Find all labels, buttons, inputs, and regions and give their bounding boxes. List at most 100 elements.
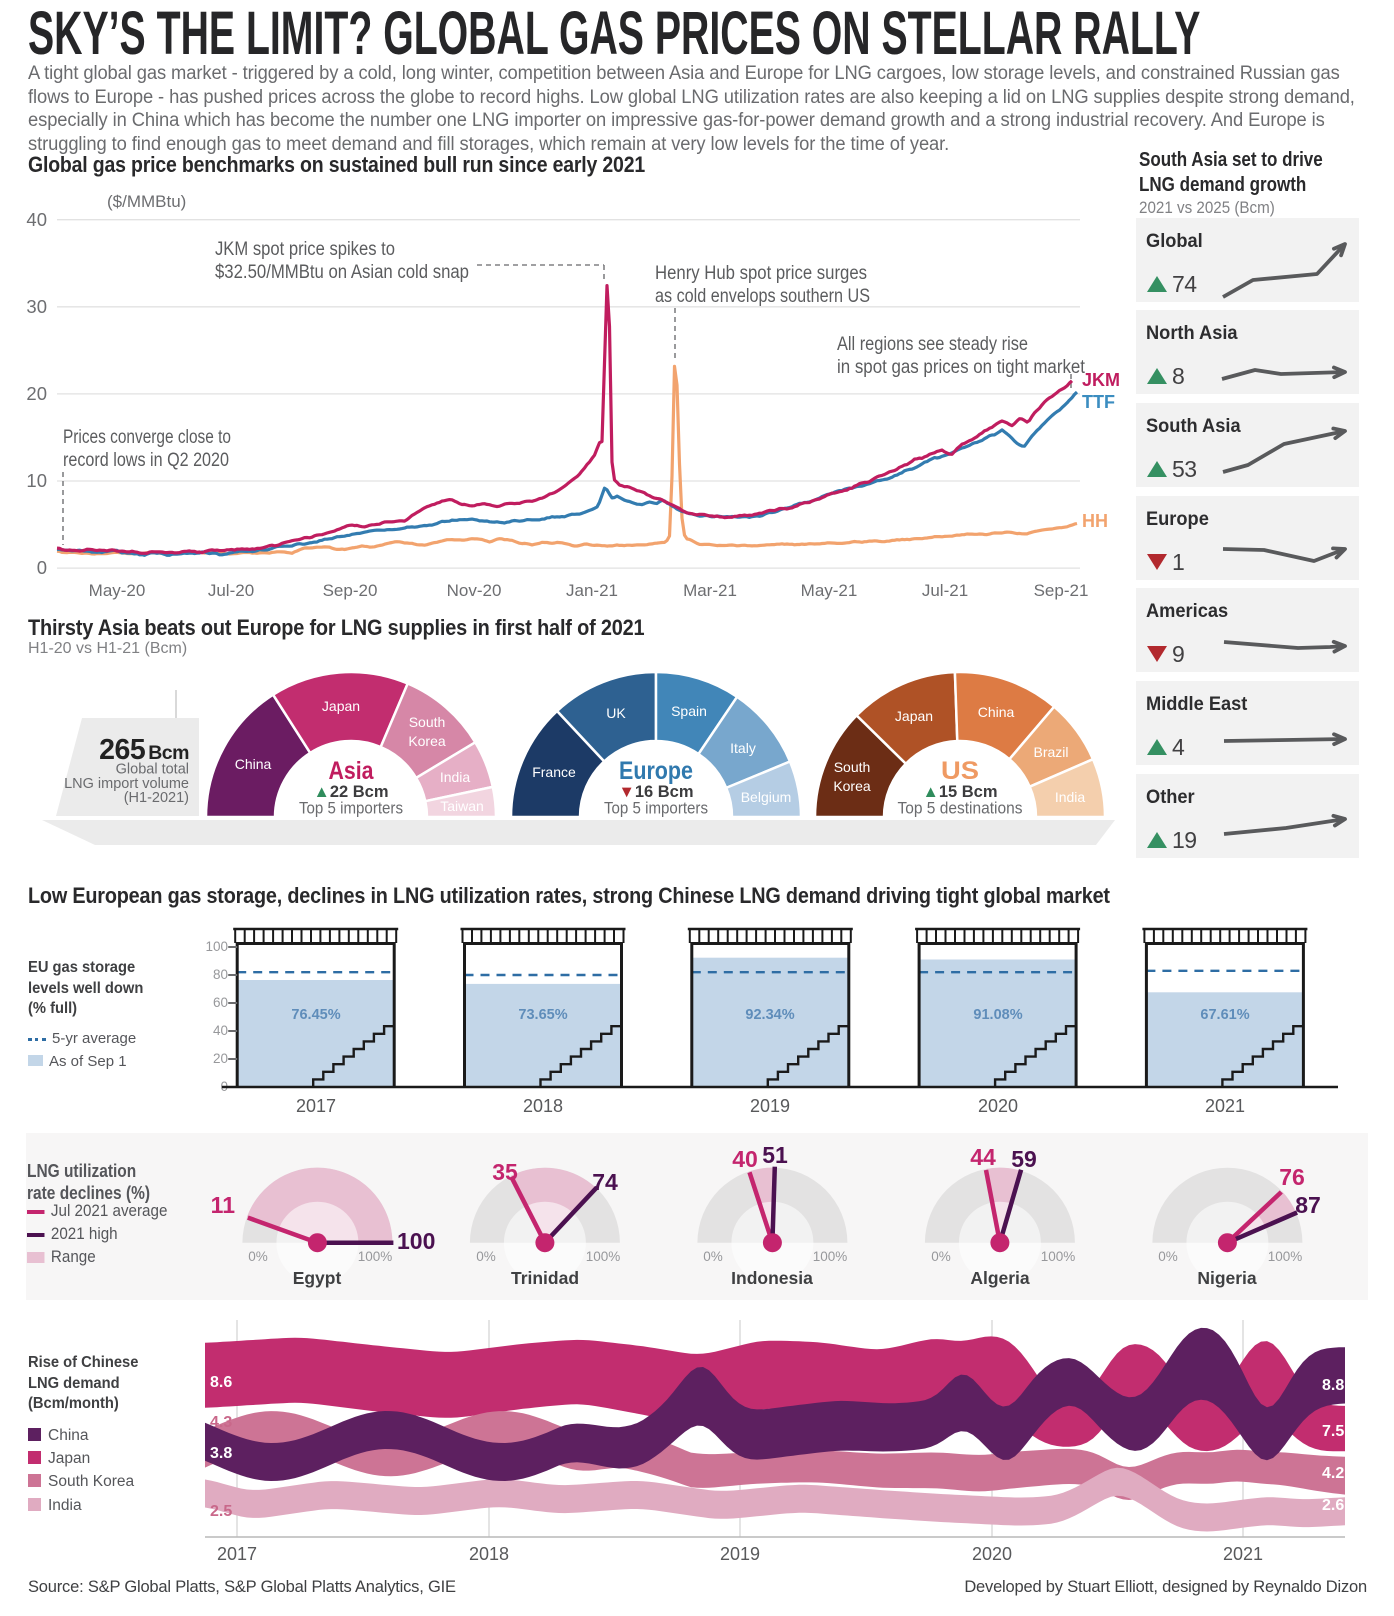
svg-text:LNG import volume: LNG import volume [64, 776, 189, 792]
svg-text:100: 100 [205, 939, 228, 954]
svg-text:0%: 0% [931, 1249, 951, 1264]
svg-text:Global total: Global total [116, 762, 189, 778]
svg-text:Trinidad: Trinidad [511, 1268, 579, 1288]
svg-text:44: 44 [970, 1144, 996, 1170]
svg-text:100%: 100% [813, 1249, 848, 1264]
svg-text:South: South [834, 759, 871, 775]
svg-text:0%: 0% [476, 1249, 496, 1264]
svg-text:2.6: 2.6 [1322, 1497, 1344, 1514]
svg-text:France: France [532, 764, 576, 780]
svg-text:Korea: Korea [408, 733, 446, 749]
svg-text:4.2: 4.2 [1322, 1465, 1344, 1482]
svg-text:UK: UK [606, 705, 626, 721]
svg-text:Europe: Europe [619, 757, 693, 785]
svg-text:40: 40 [732, 1146, 758, 1172]
svg-text:Nov-20: Nov-20 [447, 581, 502, 600]
svg-text:60: 60 [213, 995, 228, 1010]
svg-text:40: 40 [213, 1023, 228, 1038]
svg-text:2020: 2020 [972, 1544, 1012, 1564]
svg-text:Jul-20: Jul-20 [208, 581, 254, 600]
svg-text:100%: 100% [1041, 1249, 1076, 1264]
svg-text:51: 51 [762, 1142, 788, 1168]
svg-text:▲22 Bcm: ▲22 Bcm [313, 783, 388, 801]
svg-text:Top 5 destinations: Top 5 destinations [898, 800, 1023, 818]
svg-text:2019: 2019 [720, 1544, 760, 1564]
svg-text:Korea: Korea [833, 778, 871, 794]
svg-text:2017: 2017 [217, 1544, 257, 1564]
svg-text:Jan-21: Jan-21 [566, 581, 618, 600]
svg-text:87: 87 [1295, 1192, 1321, 1218]
svg-text:May-20: May-20 [89, 581, 146, 600]
svg-text:South: South [409, 714, 446, 730]
svg-text:US: US [941, 757, 979, 785]
svg-text:India: India [440, 769, 471, 785]
svg-text:100%: 100% [586, 1249, 621, 1264]
svg-text:2017: 2017 [296, 1096, 336, 1116]
svg-text:Egypt: Egypt [293, 1268, 342, 1288]
svg-text:as cold envelops southern US: as cold envelops southern US [655, 286, 870, 307]
svg-text:91.08%: 91.08% [973, 1007, 1022, 1023]
svg-text:35: 35 [492, 1159, 518, 1185]
svg-text:20: 20 [26, 383, 47, 404]
svg-text:Brazil: Brazil [1033, 744, 1068, 760]
svg-text:Taiwan: Taiwan [440, 798, 484, 814]
svg-text:Spain: Spain [671, 703, 707, 719]
svg-text:67.61%: 67.61% [1200, 1007, 1249, 1023]
svg-text:▼16 Bcm: ▼16 Bcm [618, 783, 693, 801]
svg-text:India: India [1055, 789, 1086, 805]
svg-text:Algeria: Algeria [970, 1268, 1030, 1288]
svg-text:Italy: Italy [730, 740, 756, 756]
svg-text:▲15 Bcm: ▲15 Bcm [922, 783, 997, 801]
svg-text:8.6: 8.6 [210, 1374, 232, 1391]
svg-text:record lows in Q2 2020: record lows in Q2 2020 [63, 450, 229, 471]
svg-text:JKM spot price spikes to: JKM spot price spikes to [215, 239, 395, 260]
svg-text:2020: 2020 [978, 1096, 1018, 1116]
svg-text:2018: 2018 [469, 1544, 509, 1564]
svg-text:Indonesia: Indonesia [731, 1268, 813, 1288]
svg-text:10: 10 [26, 470, 47, 491]
svg-text:100: 100 [397, 1228, 435, 1254]
svg-text:Sep-20: Sep-20 [323, 581, 378, 600]
svg-text:(H1-2021): (H1-2021) [124, 790, 189, 806]
svg-text:2019: 2019 [750, 1096, 790, 1116]
svg-text:Asia: Asia [329, 757, 375, 785]
svg-text:Japan: Japan [322, 698, 360, 714]
svg-text:May-21: May-21 [801, 581, 858, 600]
svg-text:73.65%: 73.65% [518, 1007, 567, 1023]
svg-text:JKM: JKM [1082, 370, 1120, 390]
svg-text:100%: 100% [358, 1249, 393, 1264]
svg-text:7.5: 7.5 [1322, 1423, 1344, 1440]
svg-text:0: 0 [37, 557, 47, 578]
svg-text:74: 74 [592, 1169, 618, 1195]
svg-text:2.5: 2.5 [210, 1503, 232, 1520]
svg-text:$32.50/MMBtu on Asian cold sna: $32.50/MMBtu on Asian cold snap [215, 262, 469, 283]
svg-text:76: 76 [1279, 1164, 1305, 1190]
svg-text:2021: 2021 [1223, 1544, 1263, 1564]
svg-text:3.8: 3.8 [210, 1445, 232, 1462]
svg-text:20: 20 [213, 1051, 228, 1066]
svg-text:Top 5 importers: Top 5 importers [299, 800, 403, 818]
svg-text:Henry Hub spot price surges: Henry Hub spot price surges [655, 263, 867, 284]
svg-text:8.8: 8.8 [1322, 1377, 1344, 1394]
svg-text:Sep-21: Sep-21 [1034, 581, 1089, 600]
svg-text:0%: 0% [248, 1249, 268, 1264]
svg-text:76.45%: 76.45% [291, 1007, 340, 1023]
svg-text:All regions see steady rise: All regions see steady rise [837, 334, 1028, 355]
svg-text:Belgium: Belgium [741, 789, 792, 805]
svg-text:100%: 100% [1268, 1249, 1303, 1264]
svg-text:0%: 0% [1158, 1249, 1178, 1264]
svg-text:TTF: TTF [1082, 392, 1115, 412]
svg-text:11: 11 [211, 1192, 236, 1218]
svg-text:80: 80 [213, 967, 228, 982]
svg-text:Mar-21: Mar-21 [683, 581, 737, 600]
svg-text:Top 5 importers: Top 5 importers [604, 800, 708, 818]
svg-text:China: China [978, 704, 1015, 720]
svg-text:40: 40 [26, 209, 47, 230]
svg-text:Prices converge close to: Prices converge close to [63, 427, 231, 448]
svg-text:China: China [235, 756, 272, 772]
svg-text:30: 30 [26, 296, 47, 317]
svg-text:Japan: Japan [895, 708, 933, 724]
svg-text:2018: 2018 [523, 1096, 563, 1116]
svg-text:0%: 0% [703, 1249, 723, 1264]
svg-text:2021: 2021 [1205, 1096, 1245, 1116]
